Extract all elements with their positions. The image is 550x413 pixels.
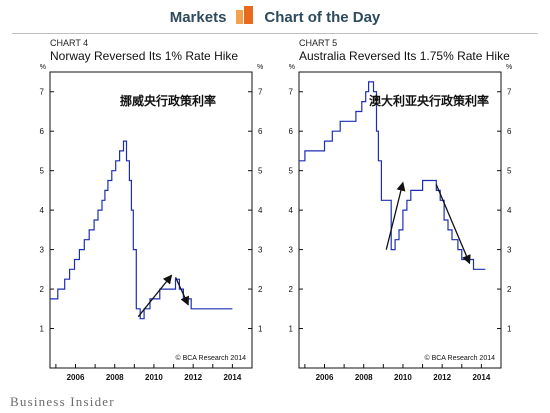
y-tick-label-right: 5 bbox=[507, 167, 512, 176]
source-credit: © BCA Research 2014 bbox=[175, 354, 246, 362]
y-tick-label-right: 4 bbox=[507, 206, 512, 215]
y-tick-label-left: 1 bbox=[40, 325, 45, 334]
y-tick-label-right: 3 bbox=[258, 246, 263, 255]
australia-rate-chart: % % 1 1 2 2 3 3 4 4 5 5 6 6 7 7 2006 2008 2010 2012 2014 澳大利亚… bbox=[289, 64, 513, 382]
y-tick-label-left: 2 bbox=[289, 285, 294, 294]
chart-of-the-day-header: Markets Chart of the Day bbox=[0, 0, 550, 34]
chinese-annotation: 澳大利亚央行政策利率 bbox=[369, 93, 489, 108]
trend-arrow bbox=[174, 276, 189, 306]
x-tick-label: 2014 bbox=[223, 373, 241, 382]
chart-number-label: CHART 5 bbox=[299, 38, 338, 48]
y-tick-label-left: 3 bbox=[289, 246, 294, 255]
y-tick-label-right: 2 bbox=[258, 285, 263, 294]
y-tick-label-right: 7 bbox=[507, 88, 512, 97]
y-tick-label-right: 2 bbox=[507, 285, 512, 294]
norway-rate-chart: % % 1 1 2 2 3 3 4 4 5 5 6 6 7 7 2006 2008 2010 2012 2014 挪威央行… bbox=[40, 64, 264, 382]
y-tick-label-left: 2 bbox=[40, 285, 45, 294]
header-chart-of-the-day-label: Chart of the Day bbox=[264, 8, 381, 26]
y-axis-unit-right: % bbox=[506, 64, 512, 71]
plot-frame bbox=[298, 71, 502, 369]
y-tick-label-left: 3 bbox=[40, 246, 45, 255]
y-tick-label-left: 1 bbox=[289, 325, 294, 334]
business-insider-logo: Business Insider bbox=[10, 394, 115, 409]
x-tick-label: 2012 bbox=[184, 373, 202, 382]
y-tick-label-right: 6 bbox=[258, 127, 263, 136]
y-axis-unit-left: % bbox=[40, 64, 46, 71]
y-tick-label-right: 5 bbox=[258, 167, 263, 176]
y-tick-label-right: 7 bbox=[258, 88, 263, 97]
x-tick-label: 2012 bbox=[433, 373, 451, 382]
chart-title: Norway Reversed Its 1% Rate Hike bbox=[50, 49, 239, 63]
y-axis-unit-left: % bbox=[289, 64, 295, 71]
x-tick-label: 2010 bbox=[145, 373, 163, 382]
x-tick-label: 2008 bbox=[355, 373, 373, 382]
x-tick-label: 2006 bbox=[67, 373, 85, 382]
y-axis-unit-right: % bbox=[257, 64, 263, 71]
x-tick-label: 2014 bbox=[472, 373, 490, 382]
trend-arrow bbox=[385, 181, 406, 250]
y-tick-label-right: 4 bbox=[258, 206, 263, 215]
y-tick-label-right: 1 bbox=[258, 325, 263, 334]
y-tick-label-left: 4 bbox=[289, 206, 294, 215]
x-tick-label: 2010 bbox=[394, 373, 412, 382]
policy-rate-series-line bbox=[50, 140, 233, 320]
x-tick-label: 2008 bbox=[106, 373, 124, 382]
y-tick-label-left: 7 bbox=[40, 88, 45, 97]
y-tick-label-left: 5 bbox=[40, 167, 45, 176]
chart-number-label: CHART 4 bbox=[50, 38, 89, 48]
x-tick-label: 2006 bbox=[316, 373, 334, 382]
y-tick-label-left: 5 bbox=[289, 167, 294, 176]
bar-chart-icon bbox=[234, 4, 256, 31]
trend-arrow bbox=[435, 184, 471, 265]
y-tick-label-left: 7 bbox=[289, 88, 294, 97]
header-markets-label: Markets bbox=[169, 8, 227, 26]
y-tick-label-left: 6 bbox=[289, 127, 294, 136]
source-credit: © BCA Research 2014 bbox=[424, 354, 495, 362]
chinese-annotation: 挪威央行政策利率 bbox=[120, 93, 216, 108]
y-tick-label-left: 4 bbox=[40, 206, 45, 215]
plot-frame bbox=[49, 71, 253, 369]
chart-title: Australia Reversed Its 1.75% Rate Hike bbox=[299, 49, 510, 63]
y-tick-label-right: 3 bbox=[507, 246, 512, 255]
header-divider bbox=[12, 33, 538, 34]
y-tick-label-right: 1 bbox=[507, 325, 512, 334]
y-tick-label-left: 6 bbox=[40, 127, 45, 136]
policy-rate-series-line bbox=[299, 81, 486, 270]
trend-arrow bbox=[137, 274, 173, 318]
y-tick-label-right: 6 bbox=[507, 127, 512, 136]
